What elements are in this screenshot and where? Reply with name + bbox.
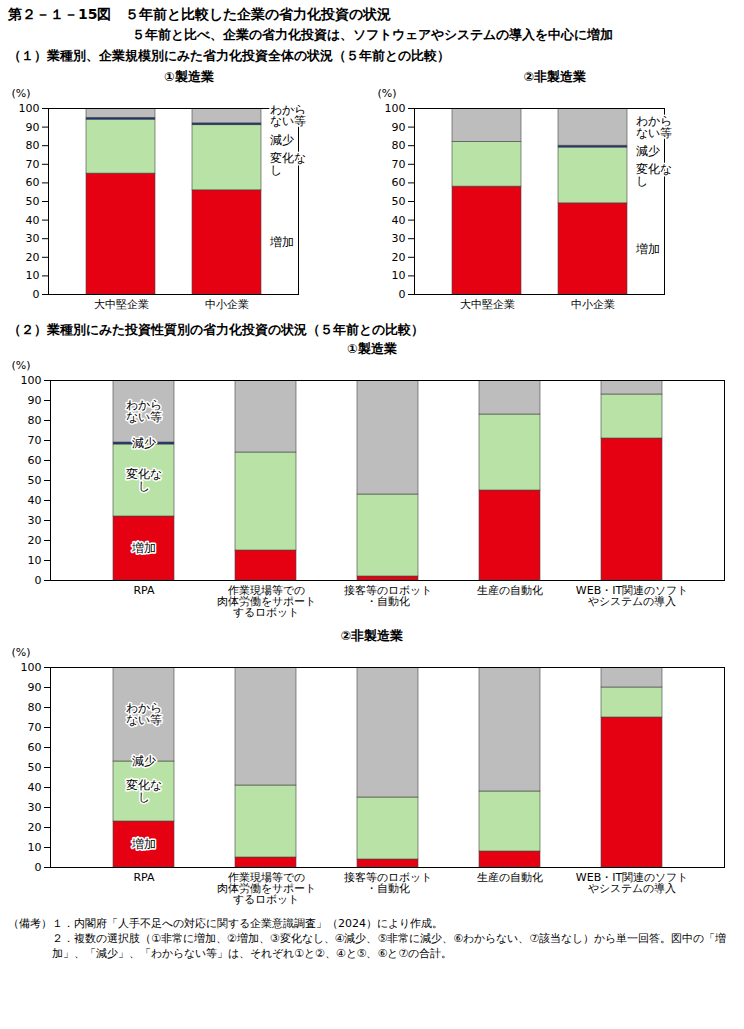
svg-text:(%): (%) — [12, 646, 31, 659]
svg-text:わからない等: わからない等 — [126, 398, 162, 424]
html-text:②非製造業: ②非製造業 — [523, 69, 587, 84]
svg-text:中小企業: 中小企業 — [571, 298, 615, 311]
svg-text:10: 10 — [28, 841, 42, 854]
svg-text:増加: 増加 — [635, 242, 660, 256]
svg-text:50: 50 — [28, 474, 42, 487]
svg-text:生産の自動化: 生産の自動化 — [477, 584, 543, 597]
svg-text:RPA: RPA — [133, 871, 155, 884]
svg-text:わからない等: わからない等 — [126, 701, 162, 727]
svg-text:0: 0 — [33, 288, 40, 301]
html-text:５年前と比べ、企業の省力化投資は、ソフトウェアやシステムの導: ５年前と比べ、企業の省力化投資は、ソフトウェアやシステムの導入を中心に増加 — [131, 27, 613, 42]
svg-text:70: 70 — [392, 158, 406, 171]
svg-text:変化なし: 変化なし — [270, 151, 306, 177]
html-text:①製造業: ①製造業 — [347, 341, 397, 356]
svg-text:増加: 増加 — [269, 235, 294, 249]
svg-text:減少: 減少 — [270, 133, 294, 147]
svg-text:100: 100 — [19, 102, 40, 115]
svg-text:30: 30 — [28, 801, 42, 814]
svg-text:90: 90 — [28, 681, 42, 694]
svg-text:生産の自動化: 生産の自動化 — [477, 871, 543, 884]
svg-text:20: 20 — [26, 251, 40, 264]
svg-text:中小企業: 中小企業 — [205, 298, 249, 311]
svg-text:わからない等: わからない等 — [270, 103, 306, 128]
svg-text:減少: 減少 — [132, 754, 156, 768]
svg-text:大中堅企業: 大中堅企業 — [460, 298, 515, 311]
svg-text:50: 50 — [26, 195, 40, 208]
svg-text:接客等のロボット・自動化: 接客等のロボット・自動化 — [344, 871, 432, 895]
svg-text:WEB・IT関連のソフトやシステムの導入: WEB・IT関連のソフトやシステムの導入 — [576, 871, 688, 895]
svg-text:0: 0 — [35, 861, 42, 874]
svg-text:作業現場等での肉体労働をサポートするロボット: 作業現場等での肉体労働をサポートするロボット — [217, 584, 316, 619]
svg-text:減少: 減少 — [132, 436, 156, 450]
svg-text:20: 20 — [392, 251, 406, 264]
svg-text:80: 80 — [28, 701, 42, 714]
html-text:２．複数の選択肢（①非常に増加、②増加、③変化なし、④減少、: ２．複数の選択肢（①非常に増加、②増加、③変化なし、④減少、⑤非常に減少、⑥わか… — [52, 931, 726, 960]
svg-text:30: 30 — [26, 232, 40, 245]
html-text:①製造業: ①製造業 — [164, 69, 214, 84]
svg-text:10: 10 — [392, 269, 406, 282]
svg-text:90: 90 — [392, 121, 406, 134]
html-text:（備考）１．内閣府「人手不足への対応に関する企業意識調査」（: （備考）１．内閣府「人手不足への対応に関する企業意識調査」（2024）により作成… — [8, 917, 443, 930]
svg-text:30: 30 — [392, 232, 406, 245]
html-text:（１）業種別、企業規模別にみた省力化投資全体の状況（５年前と: （１）業種別、企業規模別にみた省力化投資全体の状況（５年前との比較） — [8, 48, 450, 63]
svg-text:20: 20 — [28, 534, 42, 547]
svg-text:変化なし: 変化なし — [636, 162, 672, 188]
svg-text:わからない等: わからない等 — [636, 114, 672, 140]
svg-text:80: 80 — [26, 139, 40, 152]
svg-text:100: 100 — [385, 102, 406, 115]
svg-text:(%): (%) — [378, 87, 397, 100]
svg-text:作業現場等での肉体労働をサポートするロボット: 作業現場等での肉体労働をサポートするロボット — [217, 871, 316, 906]
svg-text:変化なし: 変化なし — [126, 778, 162, 804]
svg-text:60: 60 — [28, 454, 42, 467]
svg-text:60: 60 — [26, 176, 40, 189]
svg-text:増加: 増加 — [131, 541, 156, 555]
svg-text:90: 90 — [28, 394, 42, 407]
svg-text:10: 10 — [26, 269, 40, 282]
svg-text:60: 60 — [28, 741, 42, 754]
svg-text:減少: 減少 — [636, 144, 660, 158]
svg-text:50: 50 — [28, 761, 42, 774]
svg-text:(%): (%) — [12, 359, 31, 372]
svg-text:40: 40 — [392, 214, 406, 227]
svg-text:WEB・IT関連のソフトやシステムの導入: WEB・IT関連のソフトやシステムの導入 — [576, 584, 688, 608]
svg-text:10: 10 — [28, 554, 42, 567]
svg-text:大中堅企業: 大中堅企業 — [94, 298, 149, 311]
html-text:第２－１－15図 ５年前と比較した企業の省力化投資の状況: 第２－１－15図 ５年前と比較した企業の省力化投資の状況 — [8, 6, 392, 22]
svg-text:40: 40 — [28, 781, 42, 794]
svg-text:0: 0 — [399, 288, 406, 301]
svg-text:70: 70 — [26, 158, 40, 171]
svg-text:接客等のロボット・自動化: 接客等のロボット・自動化 — [344, 584, 432, 608]
svg-text:90: 90 — [26, 121, 40, 134]
svg-text:0: 0 — [35, 574, 42, 587]
html-text:（２）業種別にみた投資性質別の省力化投資の状況（５年前との比: （２）業種別にみた投資性質別の省力化投資の状況（５年前との比較） — [8, 322, 424, 337]
svg-text:100: 100 — [21, 661, 42, 674]
svg-text:80: 80 — [28, 414, 42, 427]
svg-text:変化なし: 変化なし — [126, 467, 162, 493]
svg-text:80: 80 — [392, 139, 406, 152]
svg-text:RPA: RPA — [133, 584, 155, 597]
svg-text:40: 40 — [26, 214, 40, 227]
svg-text:30: 30 — [28, 514, 42, 527]
svg-text:60: 60 — [392, 176, 406, 189]
svg-text:100: 100 — [21, 374, 42, 387]
svg-text:70: 70 — [28, 721, 42, 734]
html-text:②非製造業: ②非製造業 — [340, 628, 404, 643]
svg-text:増加: 増加 — [131, 837, 156, 851]
svg-text:20: 20 — [28, 821, 42, 834]
svg-text:70: 70 — [28, 434, 42, 447]
svg-text:(%): (%) — [12, 87, 31, 100]
svg-text:50: 50 — [392, 195, 406, 208]
svg-text:40: 40 — [28, 494, 42, 507]
